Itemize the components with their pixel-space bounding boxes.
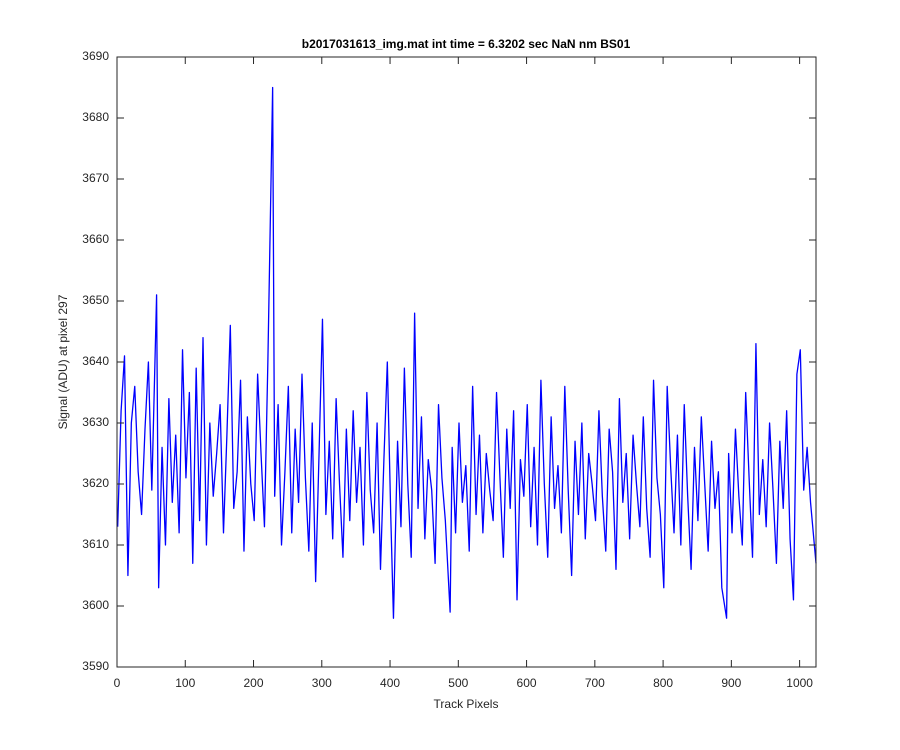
data-line [117, 86, 817, 619]
y-tick-label: 3640 [82, 354, 109, 368]
x-tick-label: 700 [585, 676, 605, 690]
y-tick-label: 3670 [82, 171, 109, 185]
x-tick-label: 800 [653, 676, 673, 690]
y-tick-label: 3690 [82, 49, 109, 63]
x-tick-label: 400 [380, 676, 400, 690]
x-axis-label: Track Pixels [434, 697, 499, 711]
x-tick-label: 600 [517, 676, 537, 690]
y-tick-label: 3600 [82, 598, 109, 612]
y-tick-label: 3650 [82, 293, 109, 307]
y-tick-label: 3620 [82, 476, 109, 490]
y-tick-label: 3680 [82, 110, 109, 124]
y-axis-label: Signal (ADU) at pixel 297 [56, 294, 70, 429]
x-tick-label: 300 [312, 676, 332, 690]
y-tick-label: 3610 [82, 537, 109, 551]
x-tick-label: 200 [244, 676, 264, 690]
chart-title: b2017031613_img.mat int time = 6.3202 se… [302, 37, 631, 51]
x-tick-label: 1000 [786, 676, 813, 690]
x-tick-label: 900 [721, 676, 741, 690]
x-tick-label: 100 [175, 676, 195, 690]
y-tick-label: 3630 [82, 415, 109, 429]
x-tick-label: 500 [448, 676, 468, 690]
y-tick-label: 3590 [82, 659, 109, 673]
y-tick-label: 3660 [82, 232, 109, 246]
x-tick-label: 0 [114, 676, 121, 690]
